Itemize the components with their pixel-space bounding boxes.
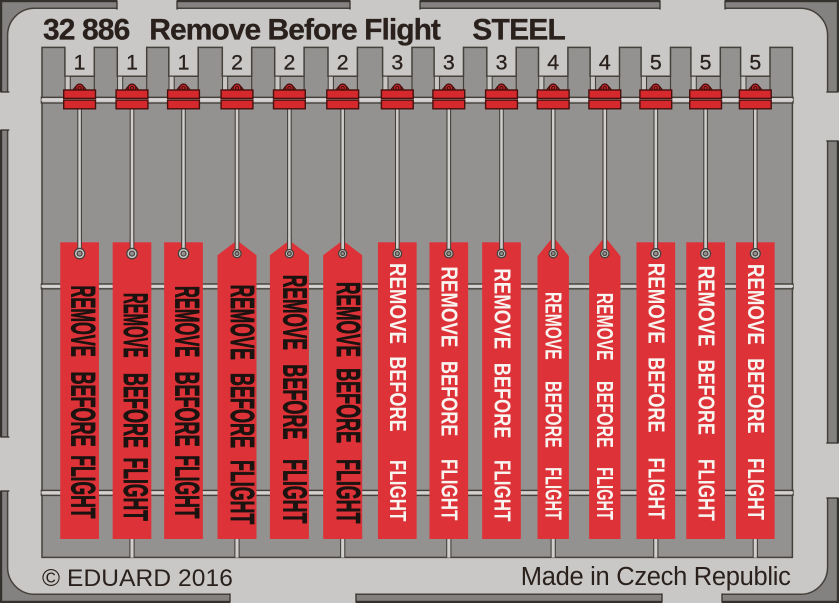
- svg-text:4: 4: [599, 51, 611, 75]
- svg-text:BEFORE: BEFORE: [489, 363, 515, 439]
- svg-text:5: 5: [700, 51, 712, 75]
- svg-text:REMOVE: REMOVE: [489, 268, 515, 349]
- svg-text:BEFORE: BEFORE: [276, 364, 314, 439]
- svg-text:BEFORE: BEFORE: [592, 381, 618, 448]
- svg-text:BEFORE: BEFORE: [743, 358, 769, 434]
- svg-text:REMOVE: REMOVE: [276, 275, 314, 350]
- svg-text:REMOVE: REMOVE: [693, 266, 719, 347]
- svg-text:FLIGHT: FLIGHT: [167, 455, 205, 518]
- svg-text:BEFORE: BEFORE: [693, 360, 719, 436]
- svg-text:FLIGHT: FLIGHT: [223, 460, 261, 525]
- svg-text:1: 1: [126, 51, 138, 75]
- svg-text:1: 1: [74, 51, 86, 75]
- svg-text:BEFORE: BEFORE: [63, 372, 101, 447]
- svg-text:FLIGHT: FLIGHT: [385, 460, 411, 522]
- svg-text:FLIGHT: FLIGHT: [644, 458, 670, 520]
- svg-text:FLIGHT: FLIGHT: [489, 460, 515, 522]
- svg-text:BEFORE: BEFORE: [223, 373, 261, 448]
- svg-text:Made in Czech Republic: Made in Czech Republic: [521, 563, 791, 591]
- svg-text:BEFORE: BEFORE: [167, 372, 205, 447]
- svg-text:FLIGHT: FLIGHT: [743, 458, 769, 520]
- svg-text:FLIGHT: FLIGHT: [329, 459, 367, 524]
- svg-text:BEFORE: BEFORE: [644, 357, 670, 433]
- svg-text:3: 3: [496, 51, 508, 75]
- svg-text:REMOVE: REMOVE: [644, 263, 670, 344]
- svg-text:5: 5: [650, 51, 662, 75]
- svg-text:2: 2: [231, 51, 243, 75]
- svg-text:BEFORE: BEFORE: [329, 368, 367, 443]
- svg-text:FLIGHT: FLIGHT: [540, 467, 566, 520]
- svg-text:BEFORE: BEFORE: [385, 356, 411, 432]
- svg-text:REMOVE: REMOVE: [223, 285, 261, 360]
- svg-text:FLIGHT: FLIGHT: [437, 459, 463, 521]
- svg-text:REMOVE: REMOVE: [385, 263, 411, 344]
- svg-text:BEFORE: BEFORE: [116, 373, 154, 448]
- svg-text:REMOVE: REMOVE: [743, 264, 769, 345]
- svg-text:1: 1: [178, 51, 190, 75]
- svg-text:FLIGHT: FLIGHT: [116, 458, 154, 521]
- svg-text:REMOVE: REMOVE: [540, 292, 566, 360]
- svg-text:REMOVE: REMOVE: [167, 286, 205, 357]
- svg-text:2: 2: [283, 51, 295, 75]
- svg-text:REMOVE: REMOVE: [592, 293, 618, 361]
- svg-text:4: 4: [547, 51, 559, 75]
- svg-text:BEFORE: BEFORE: [437, 361, 463, 437]
- svg-text:3: 3: [391, 51, 403, 75]
- svg-text:FLIGHT: FLIGHT: [276, 459, 314, 524]
- svg-text:FLIGHT: FLIGHT: [592, 467, 618, 520]
- svg-text:3: 3: [443, 51, 455, 75]
- svg-text:FLIGHT: FLIGHT: [693, 459, 719, 521]
- svg-text:2: 2: [337, 51, 349, 75]
- svg-text:5: 5: [749, 51, 761, 75]
- svg-text:REMOVE: REMOVE: [116, 293, 154, 358]
- svg-text:BEFORE: BEFORE: [540, 381, 566, 448]
- svg-text:© EDUARD 2016: © EDUARD 2016: [42, 565, 233, 592]
- svg-text:REMOVE: REMOVE: [329, 282, 367, 357]
- svg-text:REMOVE: REMOVE: [437, 266, 463, 347]
- svg-text:FLIGHT: FLIGHT: [63, 455, 101, 518]
- svg-text:REMOVE: REMOVE: [63, 286, 101, 357]
